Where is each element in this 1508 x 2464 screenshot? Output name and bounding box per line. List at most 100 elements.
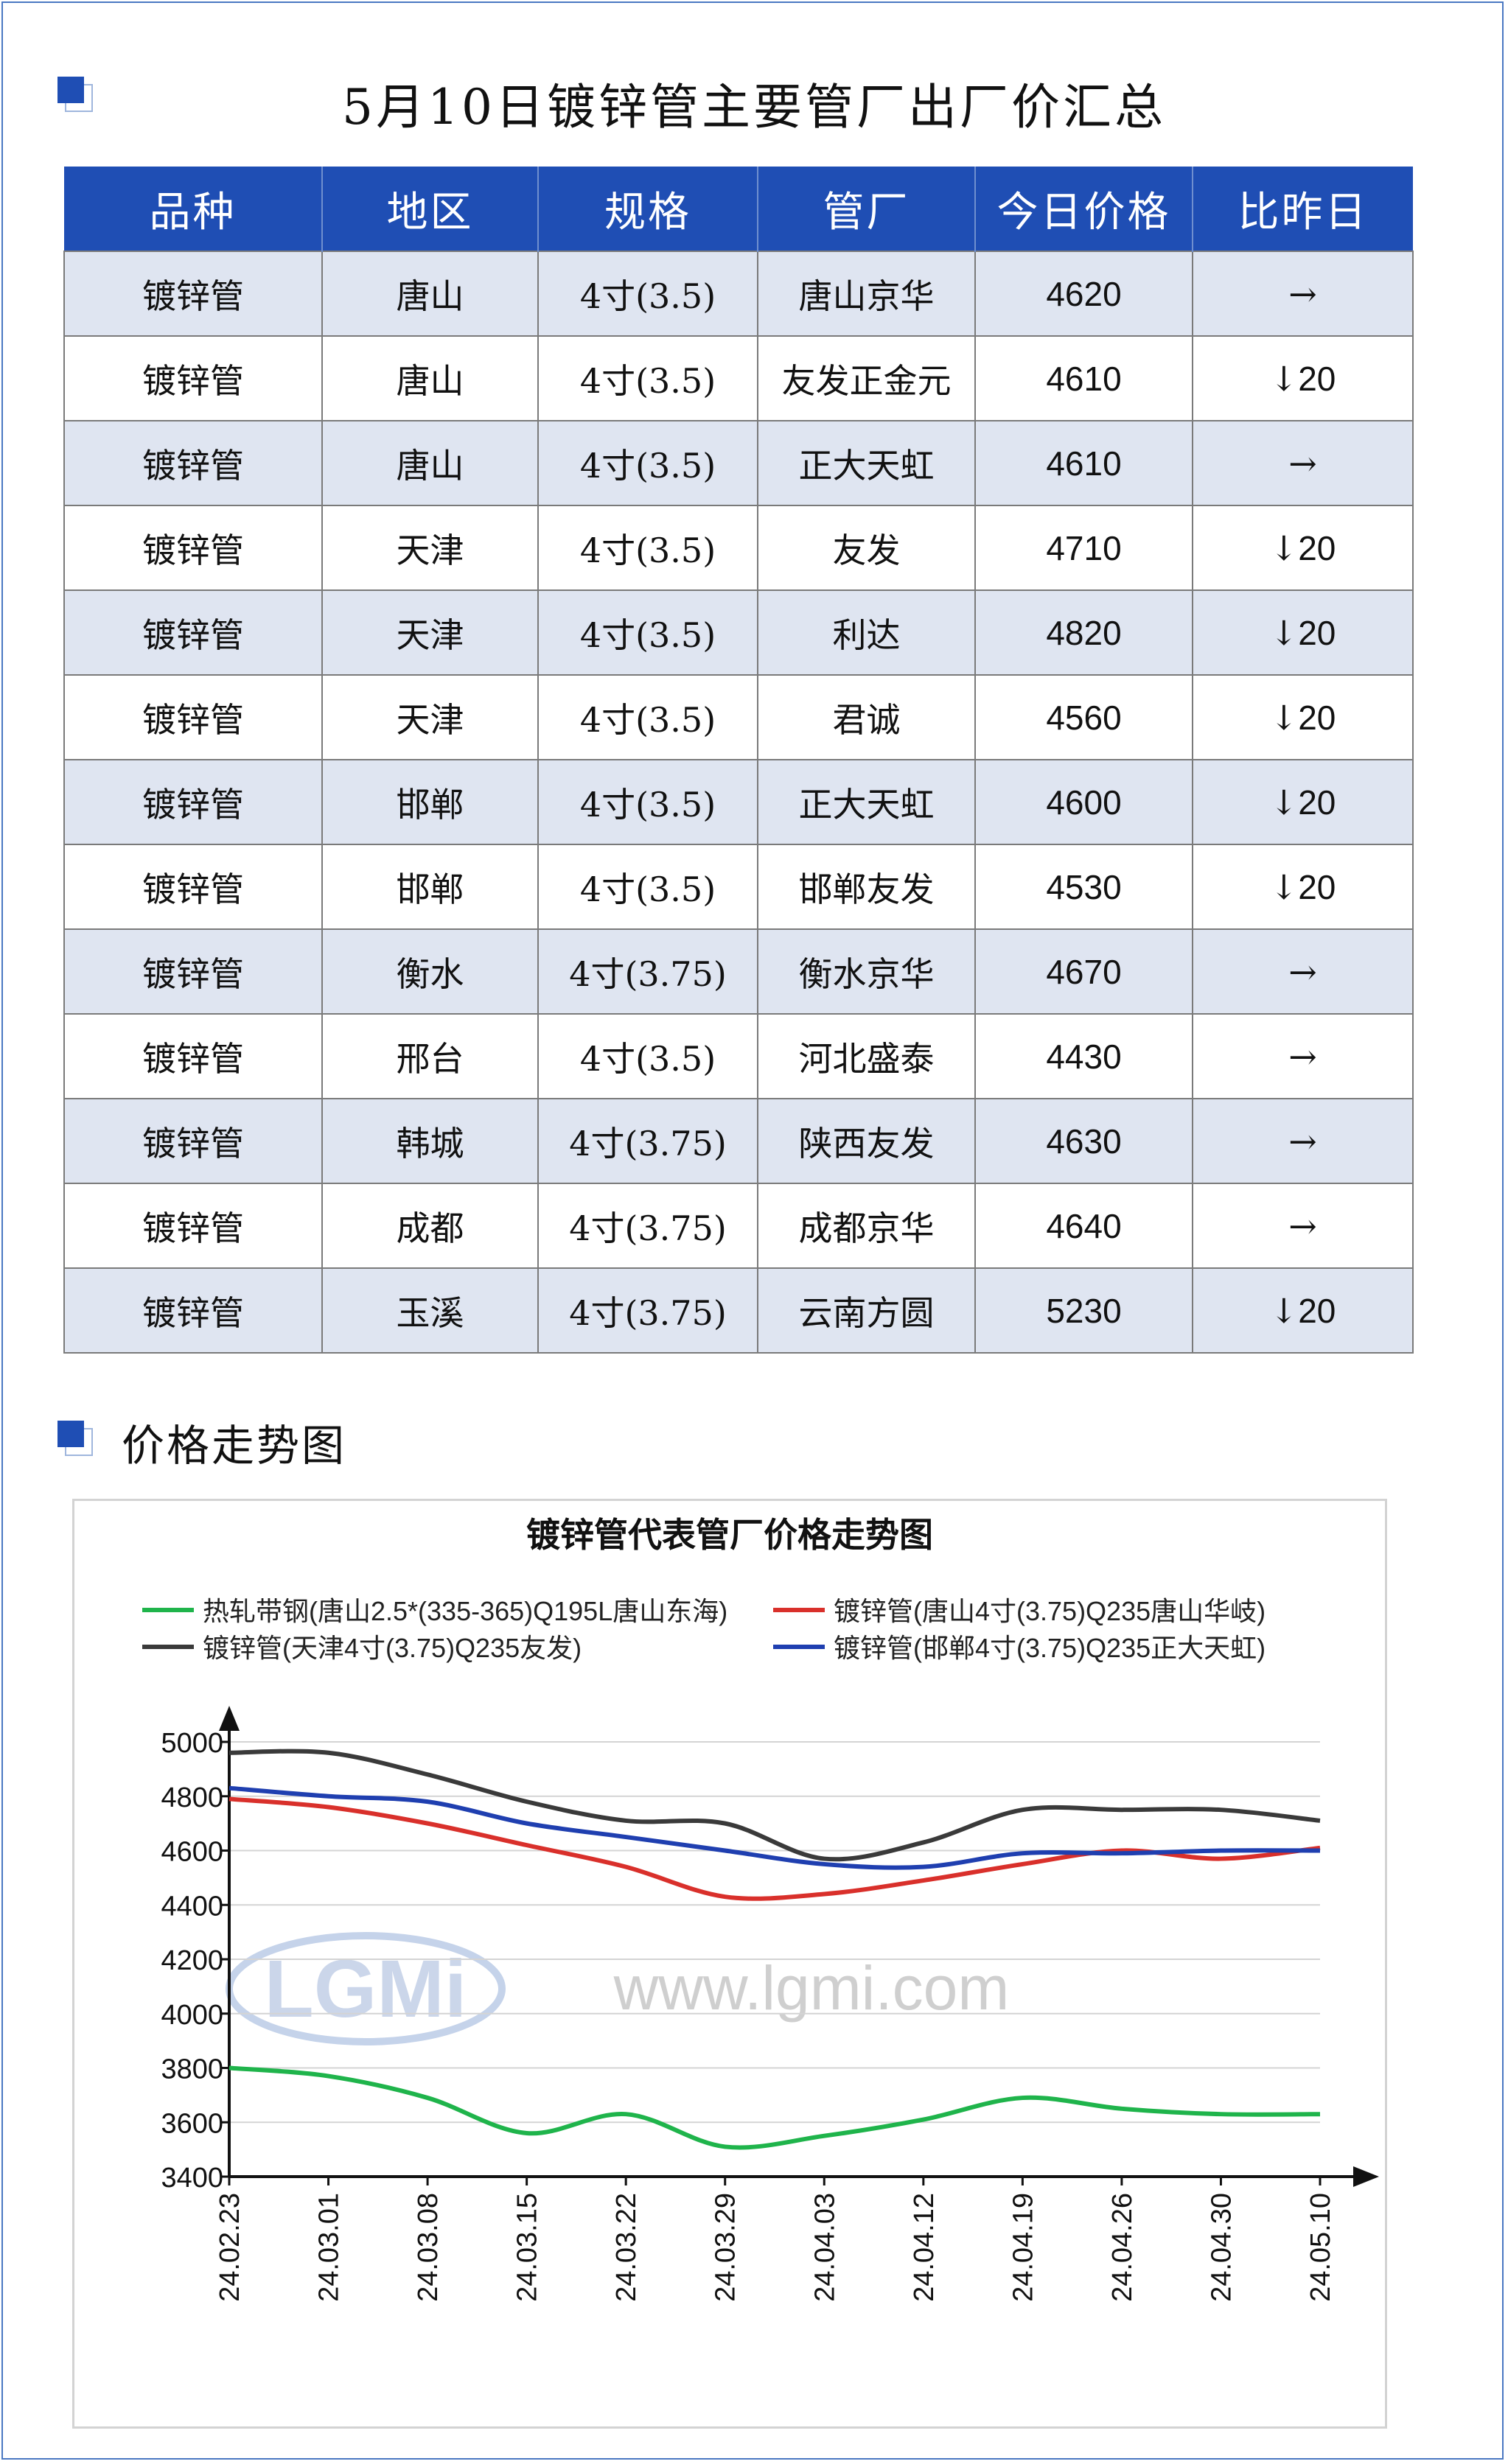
down-arrow-icon: ↓ (1269, 782, 1299, 822)
change-value: 20 (1298, 698, 1336, 737)
page-title: 5月10日镀锌管主要管厂出厂价汇总 (342, 79, 1166, 136)
cell-region: 唐山 (321, 251, 539, 337)
cell-region: 唐山 (321, 420, 539, 506)
down-arrow-icon: ↓ (1269, 697, 1299, 738)
cell-change: ↓20 (1192, 844, 1414, 930)
cell-region: 邯郸 (321, 759, 539, 845)
down-arrow-icon: ↓ (1269, 1290, 1299, 1331)
section-title: 价格走势图 (122, 1421, 347, 1471)
cell-mill: 正大天虹 (757, 759, 976, 845)
cell-variety: 镀锌管 (63, 759, 323, 845)
cell-spec: 4寸(3.5) (537, 1013, 758, 1099)
cell-variety: 镀锌管 (63, 1013, 323, 1099)
table-row: 镀锌管 唐山 4寸(3.5) 正大天虹 4610 → (63, 420, 1414, 506)
table-row: 镀锌管 天津 4寸(3.5) 君诚 4560 ↓20 (63, 674, 1414, 760)
title-square-icon (57, 77, 93, 112)
table-row: 镀锌管 成都 4寸(3.75) 成都京华 4640 → (63, 1183, 1414, 1269)
cell-variety: 镀锌管 (63, 1098, 323, 1184)
cell-price: 4710 (974, 505, 1193, 591)
cell-price: 4530 (974, 844, 1193, 930)
legend-label: 镀锌管(天津4寸(3.75)Q235友发) (203, 1633, 582, 1663)
change-value: 20 (1298, 1291, 1336, 1330)
cell-spec: 4寸(3.5) (537, 759, 758, 845)
cell-variety: 镀锌管 (63, 505, 323, 591)
y-tick-label: 4800 (161, 1782, 223, 1813)
cell-price: 4560 (974, 674, 1193, 760)
watermark-text: www.lgmi.com (613, 1953, 1010, 2023)
table-row: 镀锌管 邯郸 4寸(3.5) 正大天虹 4600 ↓20 (63, 759, 1414, 845)
table-row: 镀锌管 邯郸 4寸(3.5) 邯郸友发 4530 ↓20 (63, 844, 1414, 930)
header-region: 地区 (321, 167, 538, 251)
header-price: 今日价格 (974, 167, 1193, 251)
cell-change: → (1192, 1183, 1414, 1269)
x-axis-arrow-icon (1353, 2166, 1379, 2187)
cell-price: 4620 (974, 251, 1193, 337)
cell-price: 4820 (974, 589, 1193, 676)
cell-change: → (1192, 1098, 1414, 1184)
cell-price: 4600 (974, 759, 1193, 845)
x-tick-label: 24.04.19 (1008, 2193, 1039, 2302)
right-arrow-icon: → (1288, 951, 1317, 992)
cell-change: → (1192, 928, 1414, 1015)
cell-mill: 河北盛泰 (757, 1013, 976, 1099)
cell-spec: 4寸(3.5) (537, 251, 758, 337)
cell-change: ↓20 (1192, 674, 1414, 760)
series-line-2 (228, 1749, 1321, 1862)
x-tick-label: 24.03.15 (512, 2193, 543, 2302)
cell-region: 天津 (321, 674, 539, 760)
change-value: 20 (1298, 528, 1336, 567)
cell-variety: 镀锌管 (63, 844, 323, 930)
cell-region: 邢台 (321, 1013, 539, 1099)
cell-spec: 4寸(3.75) (537, 1098, 758, 1184)
cell-region: 玉溪 (321, 1267, 539, 1354)
cell-spec: 4寸(3.5) (537, 420, 758, 506)
y-axis-arrow-icon (219, 1706, 240, 1731)
series-line-1 (228, 1796, 1321, 1901)
header-change: 比昨日 (1192, 167, 1413, 251)
section-square-icon (57, 1421, 93, 1456)
cell-variety: 镀锌管 (63, 1183, 323, 1269)
cell-change: ↓20 (1192, 505, 1414, 591)
cell-change: ↓20 (1192, 335, 1414, 421)
cell-region: 邯郸 (321, 844, 539, 930)
cell-mill: 衡水京华 (757, 928, 976, 1015)
chart-container: 镀锌管代表管厂价格走势图热轧带钢(唐山2.5*(335-365)Q195L唐山东… (72, 1499, 1387, 2429)
cell-change: ↓20 (1192, 759, 1414, 845)
cell-mill: 邯郸友发 (757, 844, 976, 930)
chart-title: 镀锌管代表管厂价格走势图 (526, 1516, 933, 1554)
table-row: 镀锌管 唐山 4寸(3.5) 友发正金元 4610 ↓20 (63, 335, 1414, 421)
series-line-3 (228, 1785, 1321, 1870)
cell-variety: 镀锌管 (63, 589, 323, 676)
table-row: 镀锌管 天津 4寸(3.5) 利达 4820 ↓20 (63, 589, 1414, 676)
down-arrow-icon: ↓ (1269, 867, 1299, 907)
x-tick-label: 24.03.22 (611, 2193, 642, 2302)
price-table: 品种 地区 规格 管厂 今日价格 比昨日 镀锌管 唐山 4寸(3.5) 唐山京华 462… (63, 167, 1414, 1354)
cell-mill: 陕西友发 (757, 1098, 976, 1184)
cell-region: 成都 (321, 1183, 539, 1269)
cell-change: → (1192, 420, 1414, 506)
cell-variety: 镀锌管 (63, 420, 323, 506)
cell-variety: 镀锌管 (63, 928, 323, 1015)
right-arrow-icon: → (1288, 1036, 1317, 1077)
table-row: 镀锌管 邢台 4寸(3.5) 河北盛泰 4430 → (63, 1013, 1414, 1099)
cell-spec: 4寸(3.5) (537, 589, 758, 676)
cell-region: 衡水 (321, 928, 539, 1015)
cell-region: 天津 (321, 505, 539, 591)
table-row: 镀锌管 衡水 4寸(3.75) 衡水京华 4670 → (63, 928, 1414, 1015)
cell-price: 4670 (974, 928, 1193, 1015)
right-arrow-icon: → (1288, 1121, 1317, 1161)
cell-spec: 4寸(3.5) (537, 505, 758, 591)
change-value: 20 (1298, 867, 1336, 906)
x-tick-label: 24.04.30 (1206, 2193, 1237, 2302)
y-tick-label: 4600 (161, 1837, 223, 1868)
header-mill: 管厂 (757, 167, 975, 251)
cell-mill: 唐山京华 (757, 251, 976, 337)
legend-label: 热轧带钢(唐山2.5*(335-365)Q195L唐山东海) (203, 1596, 727, 1626)
down-arrow-icon: ↓ (1269, 528, 1299, 568)
right-arrow-icon: → (1288, 443, 1317, 483)
cell-spec: 4寸(3.5) (537, 674, 758, 760)
cell-variety: 镀锌管 (63, 335, 323, 421)
watermark-logo-text: LGMi (265, 1944, 467, 2034)
x-tick-label: 24.03.01 (314, 2193, 345, 2302)
header-variety: 品种 (64, 167, 322, 251)
